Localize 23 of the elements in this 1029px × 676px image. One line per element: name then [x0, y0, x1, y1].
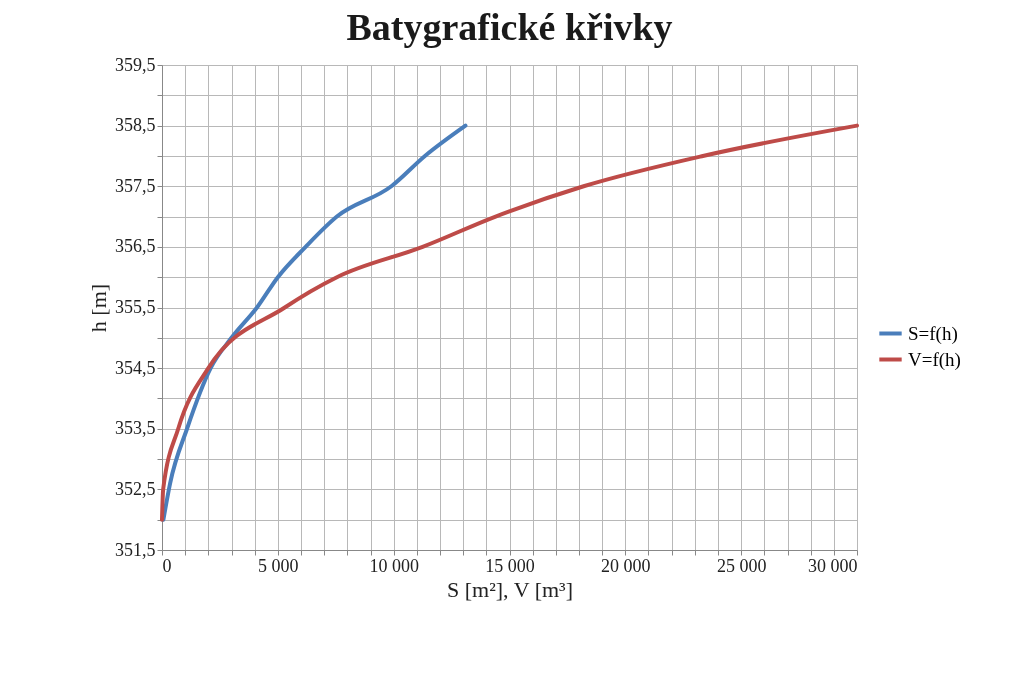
y-tick-label: 358,5	[115, 115, 156, 136]
y-tick-label: 356,5	[115, 236, 156, 257]
y-tick-label: 359,5	[115, 54, 156, 75]
y-tick-label: 352,5	[115, 478, 156, 499]
x-tick-label: 30 000	[808, 555, 858, 576]
y-tick-label: 357,5	[115, 175, 156, 196]
x-tick-label: 5 000	[258, 555, 299, 576]
y-axis-title: h [m]	[86, 283, 111, 333]
y-tick-label: 353,5	[115, 418, 156, 439]
y-tick-label: 354,5	[115, 357, 156, 378]
x-tick-label: 0	[162, 555, 172, 576]
line-series	[160, 123, 859, 522]
legend-label: S=f(h)	[908, 322, 958, 345]
legend-label: V=f(h)	[908, 348, 961, 371]
y-tick-label: 351,5	[115, 539, 156, 560]
y-tick-label: 355,5	[115, 297, 156, 317]
x-axis-title: S [m²], V [m³]	[446, 576, 574, 602]
x-tick-label: 20 000	[601, 555, 651, 576]
line-series	[161, 123, 468, 522]
chart-title: Batygrafické křivky	[346, 6, 673, 48]
x-tick-label: 15 000	[485, 555, 535, 576]
x-tick-label: 10 000	[369, 555, 419, 576]
x-tick-label: 25 000	[716, 555, 767, 576]
